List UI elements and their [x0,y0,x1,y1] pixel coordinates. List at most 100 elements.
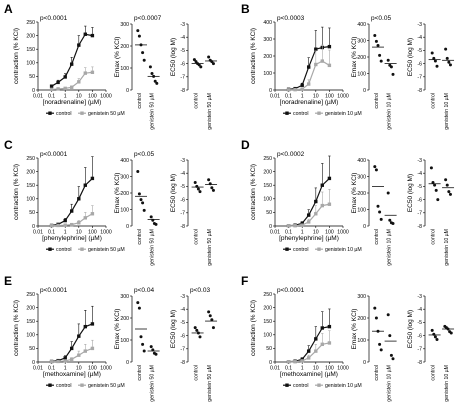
control-point [314,47,318,51]
control-point [300,221,304,225]
emax-category-label: control [137,365,143,381]
ec50-point [445,56,449,60]
emax-point [378,342,382,346]
ec50-y-tick-label: -5 [180,320,185,326]
legend-genistein-label: genistein 10 µM [325,111,362,117]
emax-y-tick-label: 200 [120,316,129,322]
genistein-point [56,87,60,91]
ec50-y-tick-label: -5 [417,184,422,190]
genistein-point [49,360,54,364]
ec50-point [210,318,214,322]
curve-x-tick-label: 100 [88,94,97,100]
ec50-point [207,310,211,314]
curve-y-tick-label: 250 [263,156,272,162]
genistein-point [293,87,297,92]
emax-point [373,34,377,38]
emax-category-label: control [374,93,380,109]
legend-genistein-label: genistein 50 µM [88,383,125,389]
legend-genistein-marker [80,247,84,251]
curve-x-tick-label: 0.01 [270,230,280,236]
control-point [77,334,81,338]
ec50-point [195,328,199,332]
curve-y-tick-label: 400 [263,20,272,26]
legend-control-label: control [56,247,72,253]
ec50-point [211,188,215,192]
emax-point [373,306,377,310]
emax-y-tick-label: 0 [363,360,366,366]
emax-point [386,58,390,62]
genistein-point [83,349,87,353]
curve-x-tick-label: 1000 [100,366,112,372]
curve-x-tick-label: 1 [64,366,67,372]
legend-genistein-marker [80,111,84,115]
curve-x-tick-label: 100 [88,366,97,372]
ec50-point [435,338,439,342]
ec50-y-label: EC50 (log M) [407,310,414,348]
emax-point [378,53,382,57]
ec50-y-tick-label: -6 [417,61,422,67]
ec50-point [429,166,433,170]
genistein-point [69,357,74,361]
curve-y-label: contraction (% KCl) [250,164,257,220]
control-point [56,80,60,85]
emax-y-tick-label: 300 [357,294,366,300]
curve-y-label: contraction (% KCl) [13,300,20,356]
emax-p-value: p<0.05 [134,151,154,158]
ec50-category-label: genistein 50 µM [207,365,213,402]
ec50-y-label: EC50 (log M) [407,174,414,212]
emax-y-tick-label: 200 [120,191,129,197]
curve-x-tick-label: 1 [64,230,67,236]
ec50-point [447,190,451,194]
emax-y-tick-label: 400 [120,158,129,164]
emax-point [142,58,146,62]
genistein-point [320,342,324,347]
genistein-point [77,353,81,357]
control-point [327,176,332,181]
curve-x-tick-label: 0.1 [48,366,55,372]
curve-y-tick-label: 150 [26,319,35,325]
curve-y-tick-label: 150 [263,183,272,189]
control-point [314,337,318,341]
emax-y-tick-label: 100 [357,207,366,213]
legend-genistein-marker [80,383,84,387]
emax-point [137,34,141,38]
panel-label: E [4,274,12,288]
curve-y-tick-label: 150 [263,319,272,325]
emax-point [378,210,382,214]
curve-y-tick-label: 150 [26,183,35,189]
emax-point [376,43,380,47]
ec50-y-tick-label: -8 [180,360,185,366]
control-point [320,326,324,330]
ec50-y-tick-label: -4 [417,171,422,177]
curve-y-tick-label: 250 [26,156,35,162]
curve-x-label: [phenylephrine] (µM) [42,235,102,242]
legend-control-label: control [56,383,72,389]
genistein-point [293,360,297,364]
curve-y-tick-label: 250 [26,292,35,298]
genistein-point [327,202,332,206]
panel-label: B [241,2,250,16]
ec50-y-tick-label: -3 [417,22,422,28]
genistein-point [306,356,311,360]
ec50-point [433,59,437,63]
control-point [90,33,95,38]
genistein-point [56,359,60,364]
ec50-category-label: control [431,365,437,381]
ec50-point [444,178,448,182]
emax-y-label: Emax (% KCl) [114,173,121,214]
control-point [306,65,311,69]
genistein-point [306,220,311,224]
curve-x-tick-label: 0.01 [270,94,280,100]
emax-y-tick-label: 0 [363,224,366,230]
curve-y-tick-label: 200 [26,305,35,311]
emax-point [155,81,159,85]
ec50-point [444,47,448,51]
genistein-point [90,212,95,216]
ec50-y-tick-label: -3 [180,22,185,28]
emax-y-tick-label: 300 [120,294,129,300]
curve-x-tick-label: 0.1 [285,230,292,236]
ec50-y-tick-label: -7 [180,347,185,353]
curve-y-tick-label: 100 [26,197,35,203]
emax-point [136,301,140,305]
ec50-point [430,51,434,55]
